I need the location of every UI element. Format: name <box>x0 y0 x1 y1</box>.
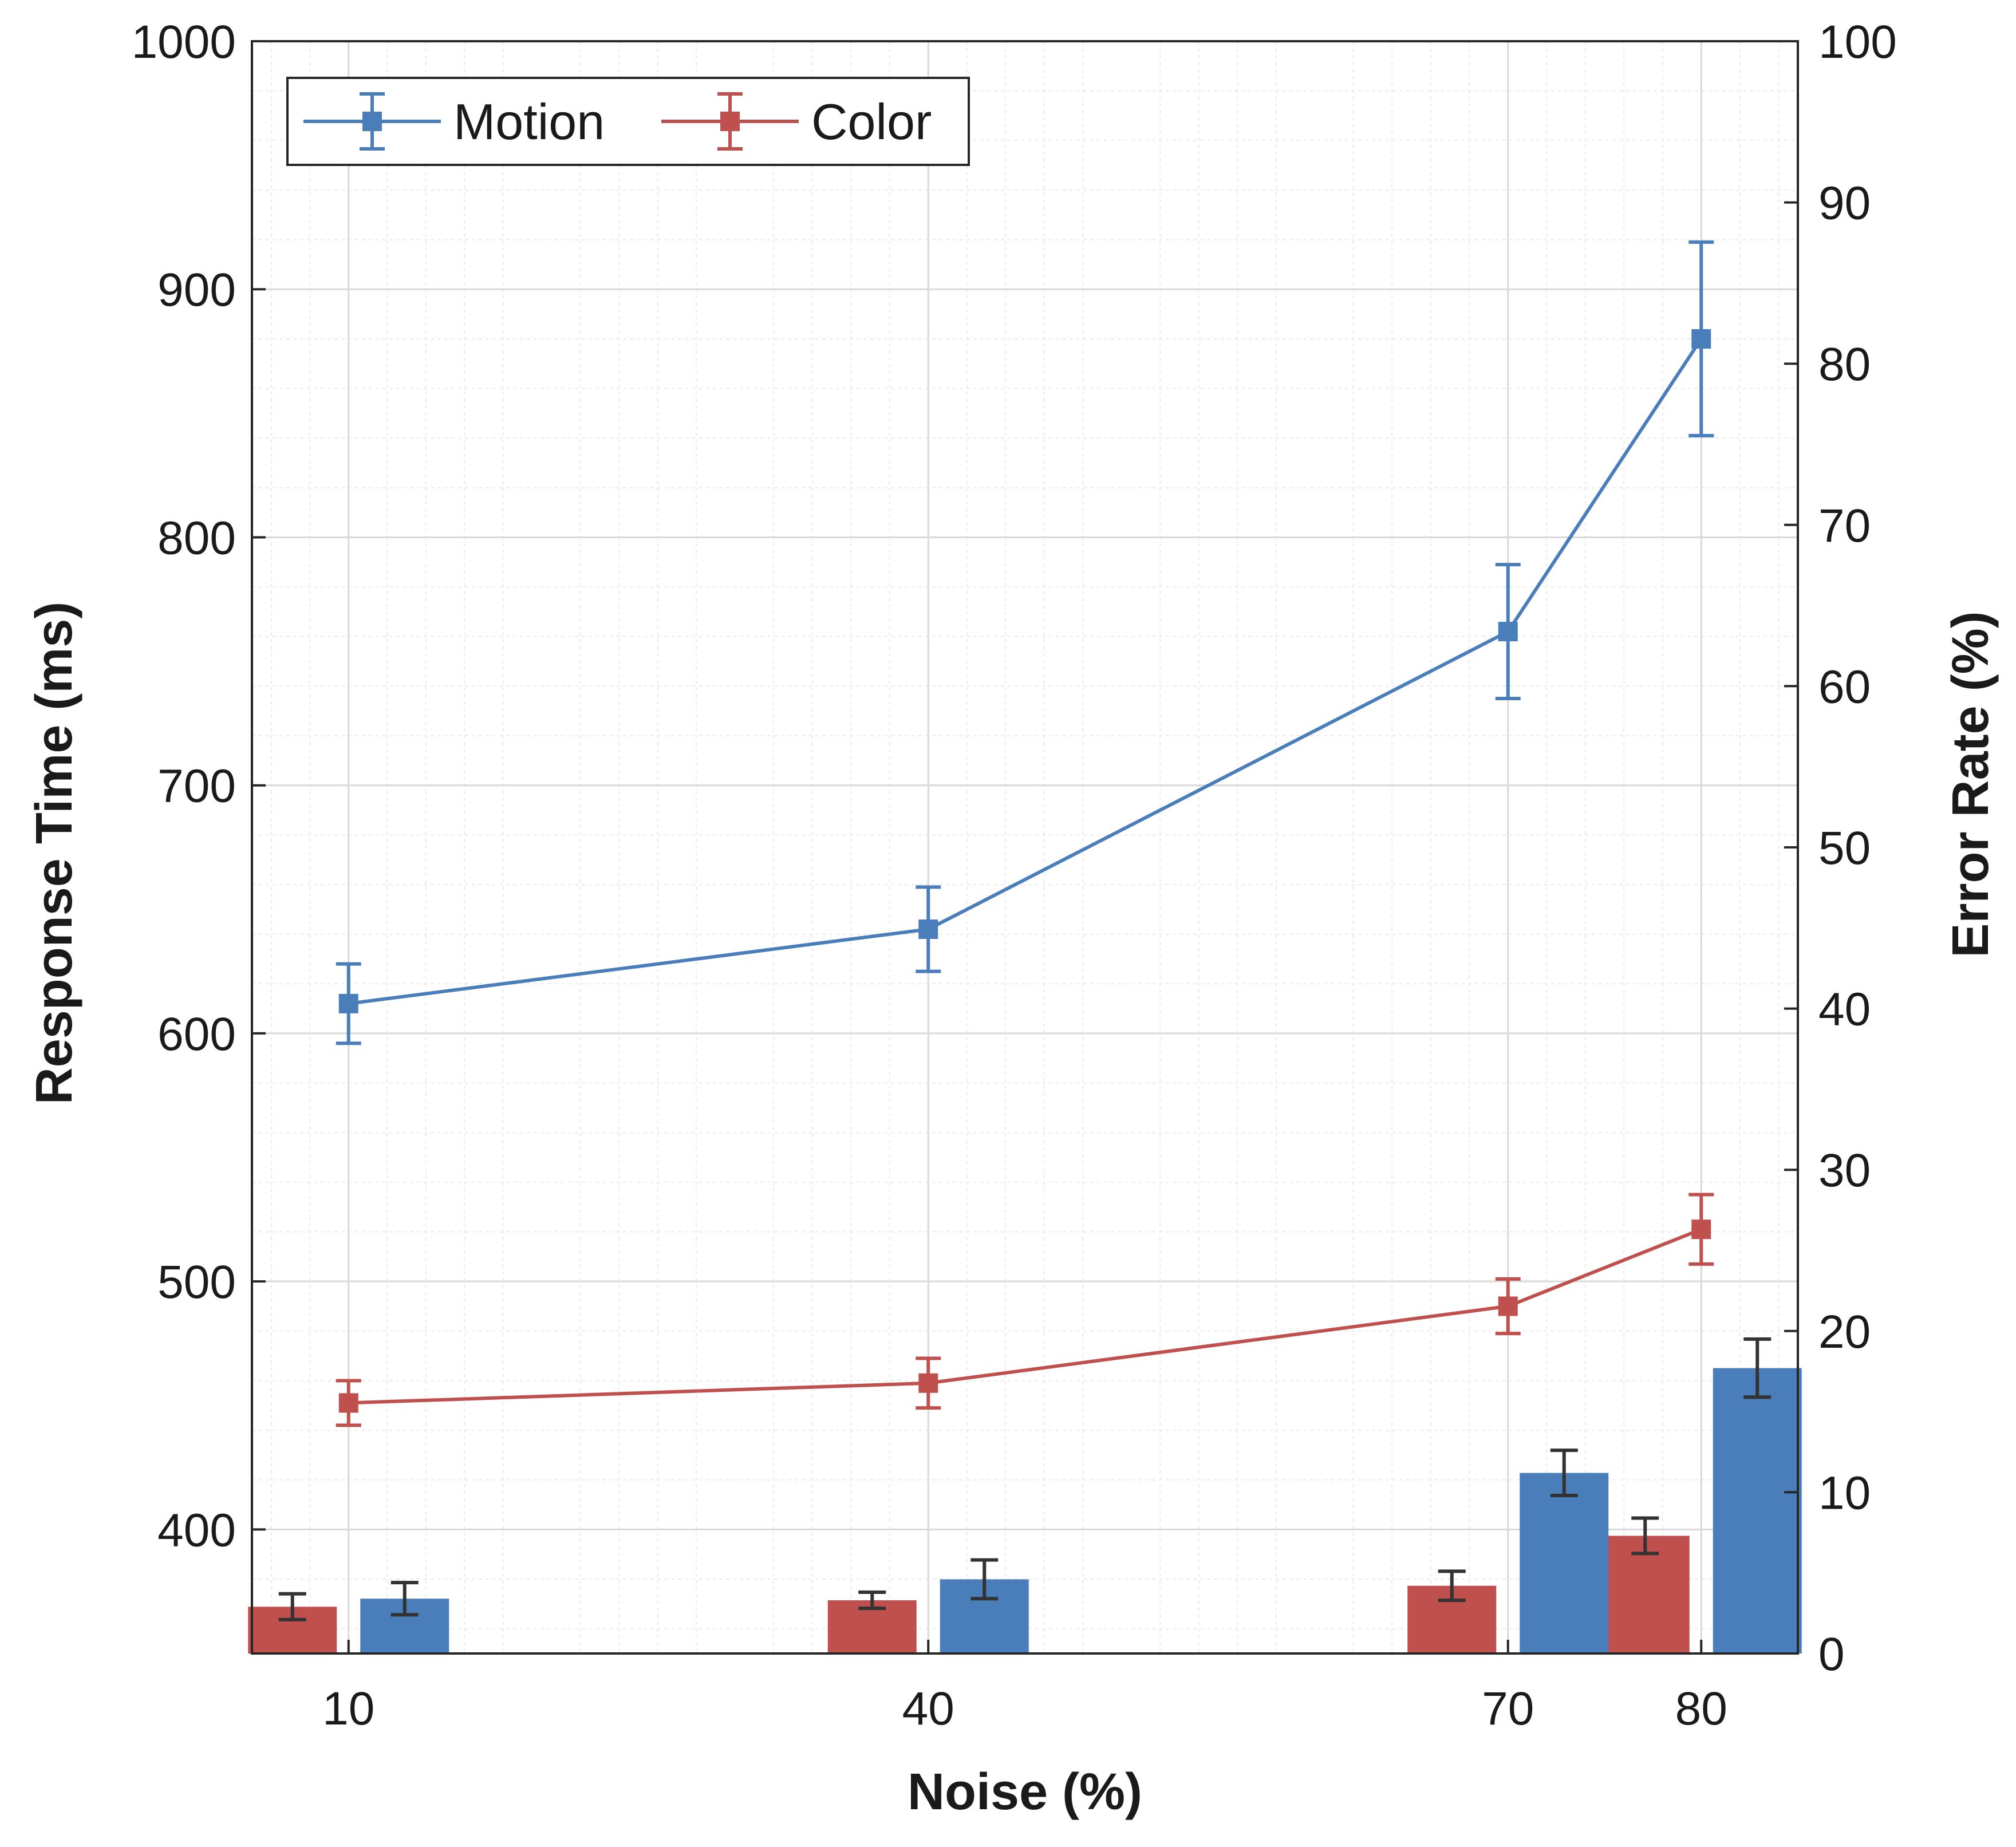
series-line-motion <box>348 338 1703 1005</box>
grid-lines <box>252 40 1798 1653</box>
y2-tick-label: 40 <box>1818 984 1871 1036</box>
y-tick-label: 1000 <box>132 16 236 68</box>
y2-tick-label: 100 <box>1818 16 1897 68</box>
legend-label-motion: Motion <box>453 93 605 150</box>
y2-tick-label: 60 <box>1818 661 1871 713</box>
y-tick-label: 600 <box>157 1008 236 1060</box>
y-tick-label: 400 <box>157 1504 236 1556</box>
y2-tick-label: 0 <box>1818 1628 1845 1680</box>
y-tick-label: 900 <box>157 264 236 316</box>
y-tick-label: 700 <box>157 760 236 812</box>
axis-ticks: 400 500 600 700 800 900 1000 0 10 20 30 40 50 60 70 80 9… <box>132 16 1897 1735</box>
bar-color-80 <box>1600 1536 1690 1653</box>
y2-tick-label: 80 <box>1818 338 1871 390</box>
legend-marker-motion <box>362 112 382 131</box>
y2-tick-label: 70 <box>1818 500 1871 552</box>
point-motion-40 <box>918 919 938 939</box>
point-color-40 <box>918 1373 938 1393</box>
y2-tick-label: 50 <box>1818 822 1871 874</box>
legend-label-color: Color <box>811 93 932 150</box>
y-axis-title: Response Time (ms) <box>26 602 83 1105</box>
x-tick-label: 80 <box>1675 1683 1727 1735</box>
y2-tick-label: 90 <box>1818 177 1871 230</box>
y2-tick-label: 20 <box>1818 1306 1871 1358</box>
series-color <box>336 1193 1714 1427</box>
y-tick-label: 800 <box>157 512 236 564</box>
x-tick-label: 70 <box>1482 1683 1534 1735</box>
y2-axis-title: Error Rate (%) <box>1942 611 1999 957</box>
legend-marker-color <box>720 112 740 131</box>
x-tick-label: 10 <box>322 1683 374 1735</box>
bar-motion-70 <box>1520 1473 1609 1653</box>
point-motion-80 <box>1691 329 1711 349</box>
point-motion-70 <box>1498 622 1518 642</box>
point-color-80 <box>1691 1220 1711 1240</box>
y-tick-label: 500 <box>157 1256 236 1308</box>
x-axis-title: Noise (%) <box>908 1763 1142 1821</box>
legend: Motion Color <box>286 77 970 166</box>
y2-tick-label: 30 <box>1818 1144 1871 1197</box>
point-motion-10 <box>338 993 358 1013</box>
series-line-color <box>348 1228 1702 1405</box>
bar-motion-80 <box>1713 1368 1802 1653</box>
series-motion <box>336 240 1714 1045</box>
point-color-70 <box>1498 1296 1518 1316</box>
error-rate-bars <box>248 1337 1802 1653</box>
x-tick-label: 40 <box>902 1683 954 1735</box>
plot-area-border <box>251 40 1799 1655</box>
y2-tick-label: 10 <box>1818 1467 1871 1519</box>
point-color-10 <box>338 1393 358 1413</box>
